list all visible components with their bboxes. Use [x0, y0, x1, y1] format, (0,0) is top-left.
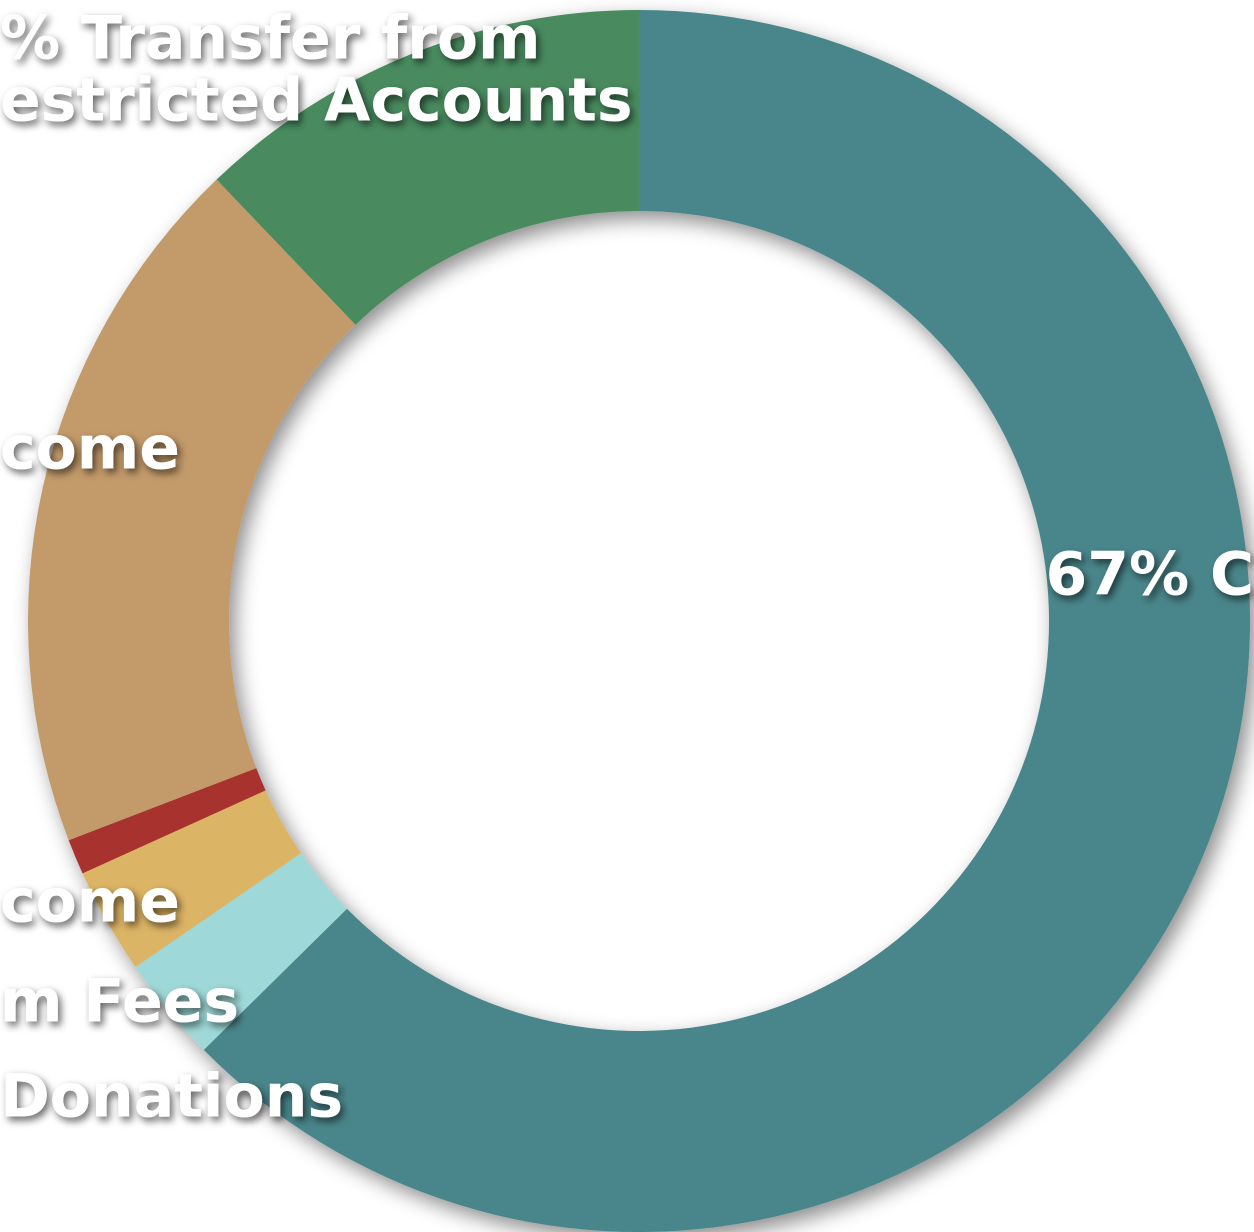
data-label: % Transfer from	[0, 4, 541, 74]
donut	[27, 10, 1250, 1232]
slice	[27, 179, 356, 841]
data-label: m Fees	[0, 967, 239, 1037]
slice	[203, 10, 1250, 1232]
data-label: come	[0, 867, 180, 937]
slice	[68, 768, 266, 874]
slice	[216, 10, 640, 325]
data-label: Donations	[0, 1062, 343, 1132]
labels: 67% C Donations m Fees come come % Transfer f…	[0, 4, 1254, 1132]
slice	[82, 790, 302, 967]
data-label: come	[0, 414, 180, 484]
data-label: 67% C	[1045, 540, 1254, 610]
data-label: estricted Accounts	[0, 66, 633, 136]
slice	[135, 853, 347, 1050]
